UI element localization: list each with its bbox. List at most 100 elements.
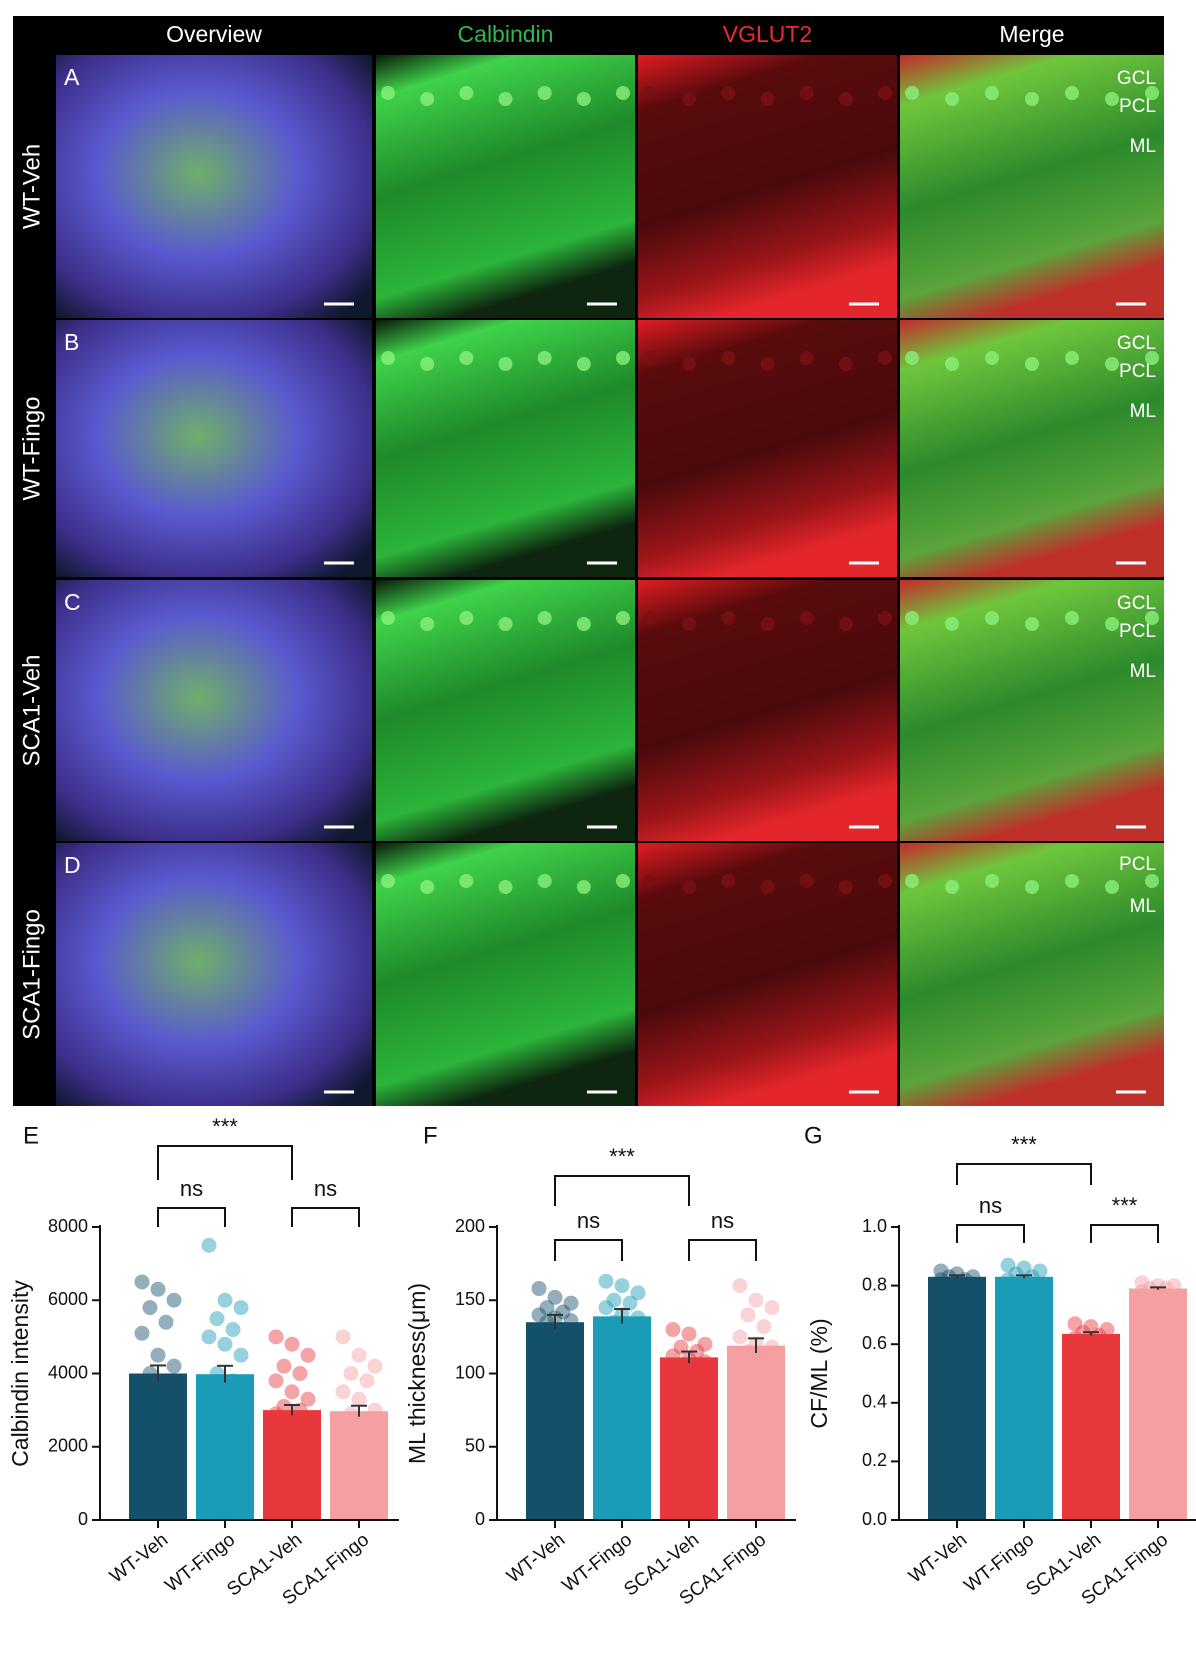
data-point [150,1281,166,1297]
cell [878,611,892,625]
data-point [1008,1266,1024,1282]
panel-letter: C [64,589,81,615]
data-point [1134,1283,1150,1299]
data-point [531,1281,547,1297]
cell [799,86,814,100]
significance-label: *** [1112,1193,1138,1218]
significance-bracket [688,1239,757,1261]
significance-bracket [554,1239,623,1261]
cell [420,880,435,894]
cell [985,874,999,888]
data-point [630,1310,646,1326]
data-point [965,1269,981,1285]
cell [1025,92,1039,106]
layer-label: PCL [1119,854,1156,875]
data-point [209,1311,225,1327]
significance-label: *** [212,1114,238,1139]
bar [330,1411,388,1520]
data-point [201,1380,217,1396]
data-point [606,1314,622,1330]
y-axis-label: ML thickness(μm) [404,1283,430,1464]
cell [537,874,552,888]
data-point [300,1391,316,1407]
cell [616,351,630,365]
y-tick-label: 8000 [48,1216,88,1236]
y-tick-label: 50 [465,1436,485,1456]
cell [381,351,395,365]
cell [643,611,657,625]
data-point [284,1336,300,1352]
cell [1105,92,1119,106]
significance-bracket [956,1163,1092,1185]
layer-label: ML [1130,401,1156,422]
data-point [1083,1333,1099,1349]
data-point [697,1383,713,1399]
cell [537,611,552,625]
bar [263,1410,321,1520]
data-point [606,1363,622,1379]
y-tick-label: 0.8 [862,1274,887,1294]
panel-letter: E [23,1122,39,1149]
significance-bracket [956,1224,1025,1243]
micrograph [56,320,372,577]
data-point [142,1402,158,1418]
layer-label: PCL [1119,96,1156,117]
cell [643,874,657,888]
y-axis-label: CF/ML (%) [806,1318,832,1428]
cell [838,880,853,894]
data-point [217,1336,233,1352]
cell [682,357,697,371]
significance-label: ns [180,1176,203,1201]
data-point [268,1406,284,1422]
cell [905,86,919,100]
row-label: SCA1-Fingo [18,909,45,1040]
data-point [614,1278,630,1294]
cell [498,92,513,106]
data-point [748,1366,764,1381]
data-point [367,1402,383,1418]
bar [928,1276,986,1520]
data-point [689,1366,705,1381]
data-point [665,1348,681,1364]
cell [945,92,959,106]
cell [721,86,736,100]
cell [616,86,630,100]
data-point [292,1366,308,1381]
data-point [300,1417,316,1433]
layer-label: GCL [1117,68,1156,89]
significance-bracket [291,1207,360,1227]
data-point [134,1274,150,1290]
data-point [292,1431,308,1447]
data-point [681,1326,697,1342]
data-point [359,1446,375,1462]
cell [1025,357,1039,371]
data-point [201,1329,217,1345]
data-point [614,1336,630,1352]
data-point [933,1263,949,1279]
data-point [1150,1278,1166,1294]
data-point [547,1336,563,1352]
cell [1145,611,1159,625]
cell [1145,86,1159,100]
bar [1129,1288,1187,1520]
micrograph [56,55,372,318]
layer-label: ML [1130,896,1156,917]
significance-label: ns [577,1208,600,1233]
data-point [209,1366,225,1381]
cell [985,86,999,100]
data-point [134,1417,150,1433]
column-header: Calbindin [458,21,554,47]
cell [682,92,697,106]
data-point [697,1354,713,1370]
data-point [300,1347,316,1363]
column-header: VGLUT2 [723,21,812,47]
bar [129,1373,187,1520]
y-tick-label: 0 [78,1509,88,1529]
cell [381,874,395,888]
cell [537,351,552,365]
cell [721,611,736,625]
data-point [142,1300,158,1316]
data-point [531,1329,547,1345]
data-point [359,1373,375,1389]
cell [420,92,435,106]
